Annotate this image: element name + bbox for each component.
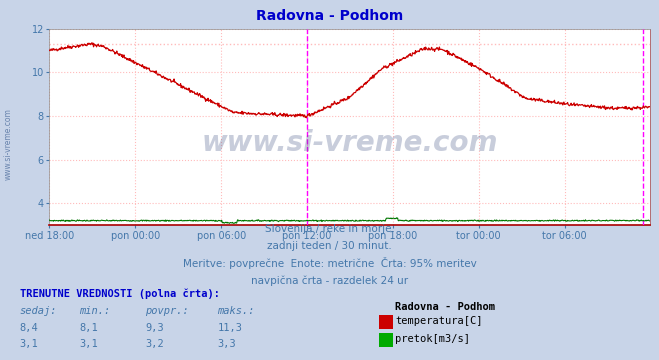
Text: 3,3: 3,3 xyxy=(217,339,236,350)
Text: 11,3: 11,3 xyxy=(217,323,243,333)
Text: 8,4: 8,4 xyxy=(20,323,38,333)
Text: Radovna - Podhom: Radovna - Podhom xyxy=(256,9,403,23)
Text: min.:: min.: xyxy=(79,306,110,316)
Text: maks.:: maks.: xyxy=(217,306,255,316)
Text: 9,3: 9,3 xyxy=(145,323,163,333)
Text: povpr.:: povpr.: xyxy=(145,306,188,316)
Text: 3,1: 3,1 xyxy=(79,339,98,350)
Text: Radovna - Podhom: Radovna - Podhom xyxy=(395,302,496,312)
Text: Meritve: povprečne  Enote: metrične  Črta: 95% meritev: Meritve: povprečne Enote: metrične Črta:… xyxy=(183,257,476,269)
Text: www.si-vreme.com: www.si-vreme.com xyxy=(202,129,498,157)
Text: 3,2: 3,2 xyxy=(145,339,163,350)
Text: 3,1: 3,1 xyxy=(20,339,38,350)
Text: pretok[m3/s]: pretok[m3/s] xyxy=(395,334,471,345)
Text: sedaj:: sedaj: xyxy=(20,306,57,316)
Text: zadnji teden / 30 minut.: zadnji teden / 30 minut. xyxy=(267,242,392,252)
Text: 8,1: 8,1 xyxy=(79,323,98,333)
Text: temperatura[C]: temperatura[C] xyxy=(395,316,483,327)
Text: navpična črta - razdelek 24 ur: navpična črta - razdelek 24 ur xyxy=(251,275,408,286)
Text: TRENUTNE VREDNOSTI (polna črta):: TRENUTNE VREDNOSTI (polna črta): xyxy=(20,288,219,299)
Text: www.si-vreme.com: www.si-vreme.com xyxy=(4,108,13,180)
Text: Slovenija / reke in morje.: Slovenija / reke in morje. xyxy=(264,224,395,234)
